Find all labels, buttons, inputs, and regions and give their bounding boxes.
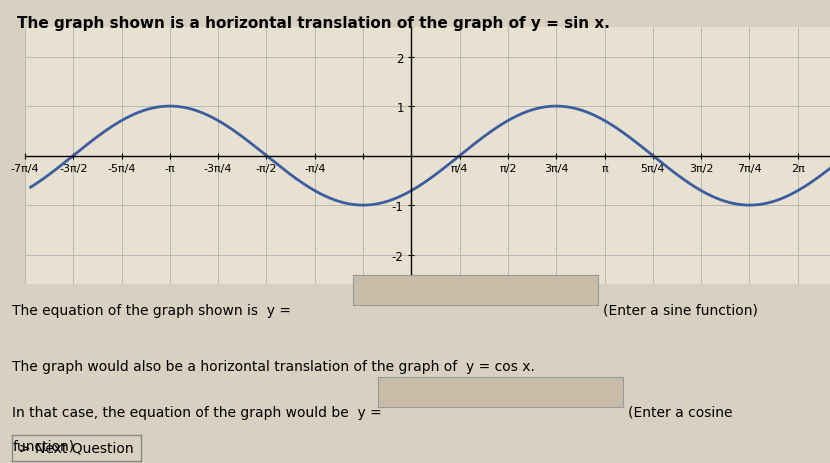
Text: The graph would also be a horizontal translation of the graph of  y = cos x.: The graph would also be a horizontal tra… (12, 359, 535, 373)
Text: In that case, the equation of the graph would be  y =: In that case, the equation of the graph … (12, 405, 382, 419)
Text: (Enter a cosine: (Enter a cosine (628, 405, 733, 419)
Text: The equation of the graph shown is  y =: The equation of the graph shown is y = (12, 303, 291, 317)
Text: > Next Question: > Next Question (19, 441, 134, 455)
Text: (Enter a sine function): (Enter a sine function) (603, 303, 759, 317)
Text: The graph shown is a horizontal translation of the graph of y = sin x.: The graph shown is a horizontal translat… (17, 16, 609, 31)
Text: function): function) (12, 439, 75, 453)
